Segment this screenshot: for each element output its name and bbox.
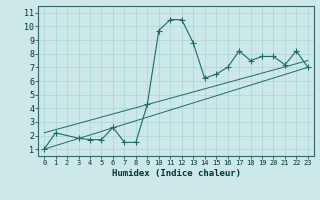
X-axis label: Humidex (Indice chaleur): Humidex (Indice chaleur): [111, 169, 241, 178]
